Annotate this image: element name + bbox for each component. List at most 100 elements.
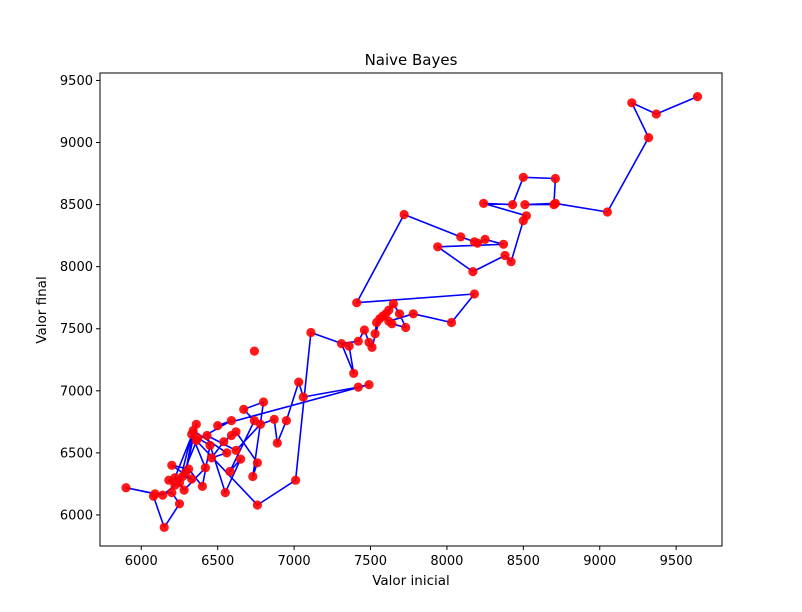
data-point [158, 490, 168, 500]
chart-title: Naive Bayes [365, 51, 458, 69]
data-point [167, 488, 177, 498]
data-point [336, 339, 347, 349]
data-point [692, 92, 703, 102]
data-point [231, 445, 241, 455]
data-point [456, 232, 466, 242]
data-point [225, 466, 235, 477]
data-point [294, 377, 304, 387]
data-point [226, 416, 236, 426]
data-point [506, 257, 516, 267]
y-tick-label: 6000 [60, 508, 93, 523]
data-point [353, 336, 363, 346]
x-tick-label: 9500 [660, 554, 693, 569]
data-point [550, 198, 561, 208]
y-tick-label: 6500 [60, 446, 93, 461]
data-point [202, 430, 212, 441]
data-point [364, 380, 374, 390]
data-point [472, 238, 483, 248]
data-point [170, 473, 180, 483]
data-point [344, 341, 354, 351]
data-point [181, 468, 191, 478]
x-tick-label: 6500 [201, 554, 234, 569]
data-point [220, 488, 230, 498]
y-tick-label: 9500 [60, 74, 93, 89]
data-point [167, 460, 177, 470]
x-tick-label: 7500 [354, 554, 387, 569]
data-point [359, 325, 369, 335]
data-point [469, 289, 479, 299]
data-point [191, 435, 201, 446]
data-point [231, 427, 241, 437]
y-tick-label: 9000 [60, 136, 93, 151]
data-point [205, 440, 215, 450]
y-tick-label: 8500 [60, 198, 93, 213]
y-tick-label: 7000 [60, 384, 93, 399]
data-point [272, 438, 282, 448]
data-point [500, 250, 510, 261]
data-point [249, 346, 259, 356]
data-point [252, 500, 262, 510]
x-tick-label: 8500 [507, 554, 540, 569]
data-point [222, 448, 232, 458]
data-point [433, 242, 443, 252]
data-point [627, 98, 637, 108]
data-point [378, 311, 388, 321]
data-point [197, 481, 207, 491]
data-point [353, 382, 363, 392]
data-point [187, 474, 197, 484]
data-point [550, 173, 561, 184]
data-point [408, 309, 418, 319]
data-point [401, 322, 411, 333]
data-point [159, 522, 169, 533]
data-point [384, 316, 394, 326]
y-axis-label: Valor final [34, 276, 50, 343]
y-axis: 6000 6500 7000 7500 8000 8500 9000 9500 [60, 74, 100, 523]
data-point [388, 299, 398, 309]
data-point [188, 425, 198, 436]
y-tick-label: 7500 [60, 322, 93, 337]
data-point [219, 437, 229, 447]
data-point [236, 454, 246, 464]
data-point [349, 368, 359, 378]
data-point [213, 421, 223, 431]
data-point [174, 499, 185, 509]
data-point [281, 416, 291, 426]
data-point [480, 234, 490, 244]
plot-area [121, 92, 703, 533]
data-point [370, 329, 380, 339]
data-point [367, 342, 377, 352]
data-point [372, 317, 382, 328]
data-point [394, 309, 405, 319]
data-point [644, 133, 654, 143]
data-point [498, 239, 509, 249]
data-point [239, 404, 249, 414]
data-point [518, 172, 528, 182]
x-tick-label: 6000 [125, 554, 158, 569]
data-point [179, 485, 189, 495]
data-point [446, 317, 457, 328]
data-point [248, 471, 258, 482]
y-tick-label: 8000 [60, 260, 93, 275]
data-point [507, 200, 518, 210]
data-point [520, 200, 530, 210]
x-axis: 6000 6500 7000 7500 8000 8500 9000 9500 [125, 546, 693, 569]
data-point [306, 327, 316, 338]
data-point [468, 267, 478, 277]
data-point [521, 211, 532, 221]
data-point [255, 419, 266, 429]
x-tick-label: 9000 [583, 554, 616, 569]
data-point [479, 198, 489, 208]
data-point [298, 392, 308, 402]
data-point [269, 414, 279, 424]
data-point [602, 207, 613, 217]
x-axis-label: Valor inicial [372, 573, 450, 589]
data-point [150, 489, 160, 499]
data-point [291, 475, 301, 485]
data-point [252, 458, 262, 468]
data-point [258, 397, 269, 407]
data-point [651, 109, 661, 119]
x-tick-label: 8000 [430, 554, 463, 569]
data-point [399, 209, 409, 220]
x-tick-label: 7000 [278, 554, 311, 569]
